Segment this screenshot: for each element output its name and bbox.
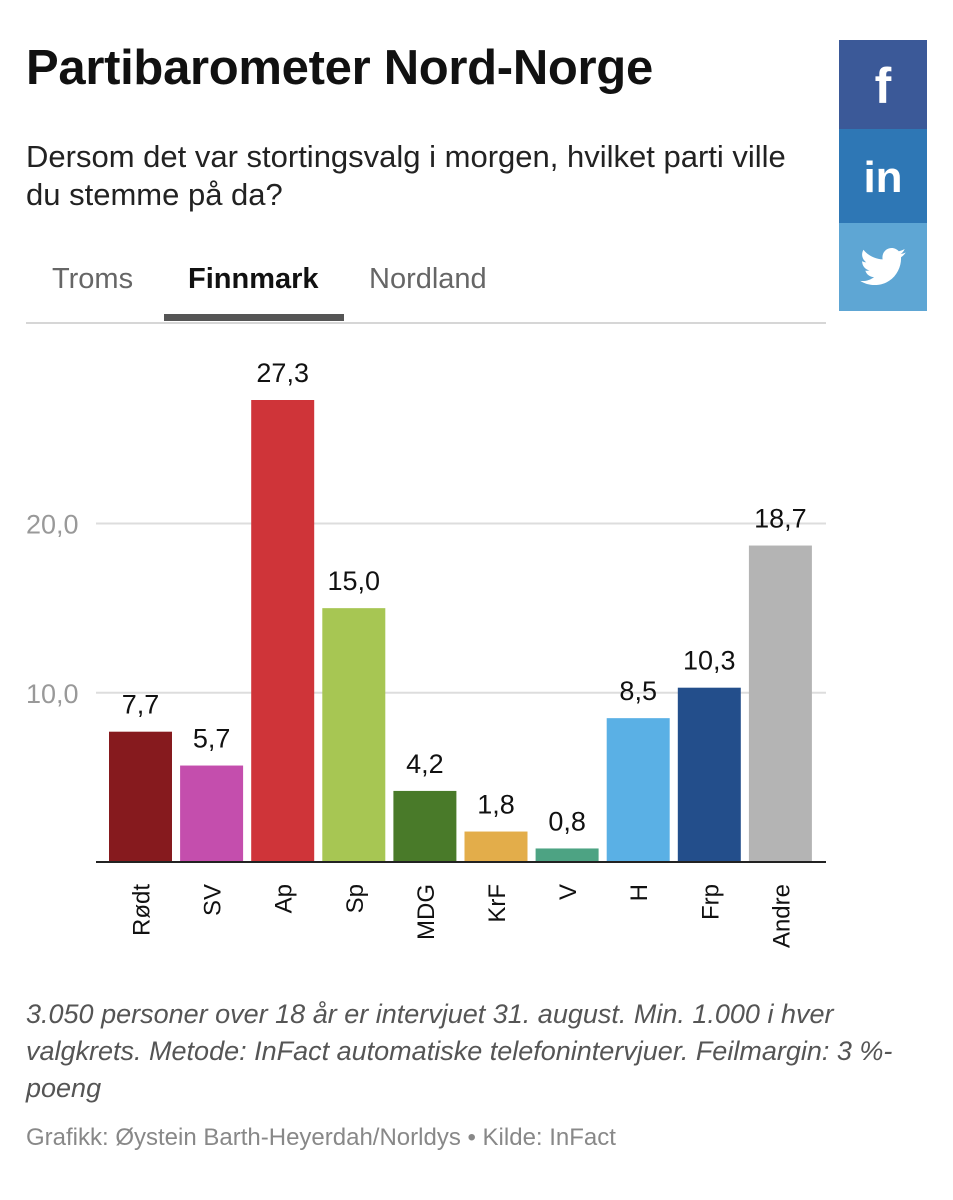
bar	[393, 790, 457, 862]
linkedin-share-button[interactable]: in	[839, 129, 927, 223]
bar-value-label: 8,5	[619, 676, 657, 706]
category-label: H	[626, 884, 653, 901]
svg-text:f: f	[875, 61, 892, 109]
y-tick-label: 10,0	[26, 679, 79, 709]
category-label: MDG	[413, 884, 440, 940]
category-label: Ap	[271, 884, 298, 913]
bar-value-label: 5,7	[193, 724, 231, 754]
share-buttons: f in	[839, 40, 927, 311]
bar	[606, 718, 670, 862]
bar	[322, 608, 386, 862]
svg-text:in: in	[863, 153, 902, 200]
bar	[748, 545, 812, 862]
category-label: Rødt	[129, 884, 156, 936]
chart-question: Dersom det var stortingsvalg i morgen, h…	[26, 139, 786, 212]
tab-troms[interactable]: Troms	[52, 263, 134, 295]
twitter-share-button[interactable]	[839, 223, 927, 311]
active-tab-indicator	[164, 314, 344, 321]
bar-value-label: 4,2	[406, 749, 444, 779]
bar-value-label: 18,7	[754, 504, 807, 534]
category-label: Andre	[768, 884, 795, 948]
bar-value-label: 1,8	[477, 790, 515, 820]
region-tabs: Troms Finnmark Nordland	[26, 248, 826, 324]
category-label: V	[555, 884, 582, 900]
category-label: SV	[200, 884, 227, 916]
bar-value-label: 27,3	[256, 358, 309, 388]
facebook-icon: f	[875, 61, 892, 109]
bar-value-label: 15,0	[328, 566, 381, 596]
bar	[180, 765, 244, 862]
category-label: Sp	[342, 884, 369, 913]
bar-value-label: 10,3	[683, 646, 736, 676]
bar	[109, 731, 172, 862]
bar-value-label: 0,8	[548, 806, 586, 836]
bar	[251, 400, 315, 862]
bar	[535, 848, 599, 862]
twitter-icon	[860, 248, 906, 286]
facebook-share-button[interactable]: f	[839, 40, 927, 129]
category-label: Frp	[697, 884, 724, 920]
methodology-note: 3.050 personer over 18 år er intervjuet …	[26, 999, 893, 1103]
y-tick-label: 20,0	[26, 510, 79, 540]
bar	[464, 831, 528, 862]
bar-value-label: 7,7	[122, 690, 160, 720]
source-credits: Grafikk: Øystein Barth-Heyerdah/Norldys …	[26, 1124, 616, 1151]
tab-finnmark[interactable]: Finnmark	[188, 263, 319, 295]
tab-nordland[interactable]: Nordland	[369, 263, 487, 295]
bar-chart: 10,0 20,0 7,7 Rødt 5,7 SV 27,3 Ap 15,0 Sp 4,2 MDG 1,…	[26, 358, 826, 948]
category-label: KrF	[484, 884, 511, 923]
page-title: Partibarometer Nord-Norge	[26, 41, 653, 95]
linkedin-icon: in	[863, 153, 902, 200]
bar	[677, 687, 741, 862]
